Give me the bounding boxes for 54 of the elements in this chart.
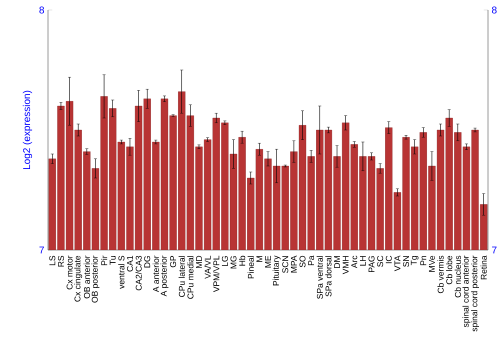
x-tick-label: Pn — [420, 256, 426, 266]
x-tick-label: Pa — [308, 255, 314, 266]
x-tick-label: VMH — [342, 256, 349, 274]
x-tick-label: ventral S — [118, 256, 124, 289]
x-tick-label: CA2/CA3 — [135, 256, 142, 290]
x-tick-label: Cb vermis — [437, 256, 444, 294]
x-tick-label: VPM/VPL — [213, 256, 220, 292]
x-tick-label: IC — [386, 256, 392, 264]
x-tick-label: CPu lateral — [178, 256, 185, 297]
x-tick-label: CPu medial — [187, 256, 194, 299]
x-tick-label: MG — [230, 256, 236, 268]
x-tick-label: MVe — [428, 256, 435, 272]
x-tick-label: CA1 — [126, 256, 133, 272]
x-tick-label: Tu — [110, 256, 116, 265]
x-tick-label: SPa ventral — [316, 256, 323, 299]
x-tick-label: SPa dorsal — [325, 256, 332, 296]
x-tick-label: Cb nucleus — [454, 256, 461, 298]
x-tick-label: SC — [377, 256, 384, 267]
x-tick-label: MD — [196, 256, 202, 268]
x-tick-label: Cx cingulate — [74, 256, 82, 302]
x-tick-label: LH — [360, 256, 366, 266]
x-tick-label: LS — [49, 256, 56, 266]
x-tick-label: PAG — [368, 256, 375, 272]
x-tick-label: Pituitary — [272, 255, 281, 286]
x-tick-label: Pir — [101, 256, 108, 266]
x-tick-label: A anterior — [152, 256, 159, 292]
x-tick-label: DG — [144, 256, 150, 268]
x-tick-label: VTA — [394, 255, 400, 272]
x-tick-label: M — [256, 256, 262, 262]
x-tick-label: Cb lobe — [446, 256, 452, 284]
x-tick-label: Cx motor — [66, 256, 73, 290]
x-tick-label: SCN — [282, 256, 288, 273]
x-tick-label: Tg — [410, 256, 418, 266]
x-tick-label: MPA — [290, 255, 297, 272]
x-tick-label: ME — [265, 256, 271, 268]
x-tick-label: RS — [58, 256, 64, 267]
x-tick-label: Retina — [480, 255, 487, 280]
x-tick-label: spinal cord posterior — [471, 256, 479, 332]
x-tick-label: OB anterior — [84, 256, 90, 298]
x-tick-label: Arc — [351, 256, 358, 268]
x-tick-label: spinal cord anterior — [462, 256, 470, 328]
y-axis-title: Log2 (expression) — [22, 90, 32, 170]
y2-tick-label: 7 — [492, 246, 497, 254]
x-tick-label: SO — [300, 256, 306, 268]
x-tick-label: SN — [403, 256, 410, 267]
x-tick-label: DM — [334, 256, 340, 268]
x-tick-label: LG — [222, 256, 228, 266]
x-tick-label: VA/VL — [204, 256, 211, 279]
x-tick-label: GP — [170, 256, 176, 268]
x-tick-label: OB posterior — [92, 256, 100, 303]
x-tick-label: Hb — [239, 256, 246, 266]
x-tick-label: A posterior — [160, 256, 168, 296]
y2-tick-label: 8 — [492, 6, 497, 14]
x-tick-label: Pineal — [248, 256, 254, 278]
